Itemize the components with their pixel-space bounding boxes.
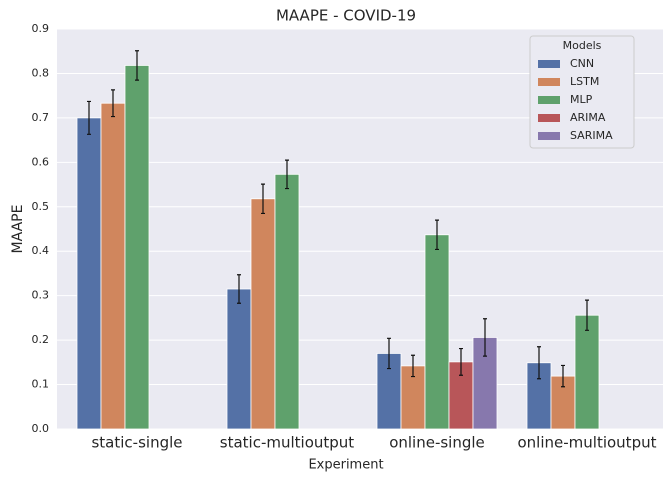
legend-label: MLP (570, 93, 593, 106)
chart-title: MAAPE - COVID-19 (276, 7, 416, 25)
error-bar (585, 299, 589, 331)
bar (100, 102, 126, 430)
error-bar (435, 219, 439, 251)
bar (250, 198, 276, 430)
error-bar (285, 159, 289, 190)
x-tick-label: online-multioutput (518, 434, 657, 452)
bar (226, 288, 252, 430)
x-tick-label: static-multioutput (220, 434, 355, 452)
legend-label: CNN (570, 57, 594, 70)
error-bar (261, 183, 265, 215)
y-tick-label: 0.7 (32, 111, 50, 124)
legend-swatch (538, 78, 560, 86)
legend-label: ARIMA (570, 111, 606, 124)
legend-label: SARIMA (570, 129, 613, 142)
error-bar (237, 274, 241, 304)
error-bar (87, 100, 91, 135)
bar (76, 117, 102, 430)
y-tick-label: 0.1 (32, 378, 50, 391)
bar (124, 65, 150, 430)
y-tick-label: 0.9 (32, 22, 50, 35)
error-bar (135, 50, 139, 81)
bar (574, 314, 600, 430)
legend-swatch (538, 96, 560, 104)
bar (424, 234, 450, 430)
y-tick-label: 0.5 (32, 200, 50, 213)
error-bar (387, 337, 391, 370)
y-tick-label: 0.6 (32, 155, 50, 168)
error-bar (111, 89, 115, 118)
x-axis-label: Experiment (308, 458, 383, 473)
bar (274, 173, 300, 430)
legend-swatch (538, 132, 560, 140)
error-bar (561, 364, 565, 388)
y-tick-label: 0.8 (32, 66, 50, 79)
x-tick-label: online-single (389, 434, 485, 452)
y-tick-label: 0.4 (32, 244, 50, 257)
legend-swatch (538, 60, 560, 68)
legend-swatch (538, 114, 560, 122)
error-bar (483, 318, 487, 357)
error-bar (537, 346, 541, 380)
error-bar (459, 347, 463, 376)
y-tick-label: 0.2 (32, 333, 50, 346)
y-tick-label: 0.0 (32, 422, 50, 435)
y-tick-label: 0.3 (32, 289, 50, 302)
y-axis-label: MAAPE (10, 205, 26, 254)
legend-label: LSTM (570, 75, 599, 88)
legend-title: Models (563, 39, 602, 52)
x-tick-label: static-single (91, 434, 182, 452)
error-bar (411, 354, 415, 378)
